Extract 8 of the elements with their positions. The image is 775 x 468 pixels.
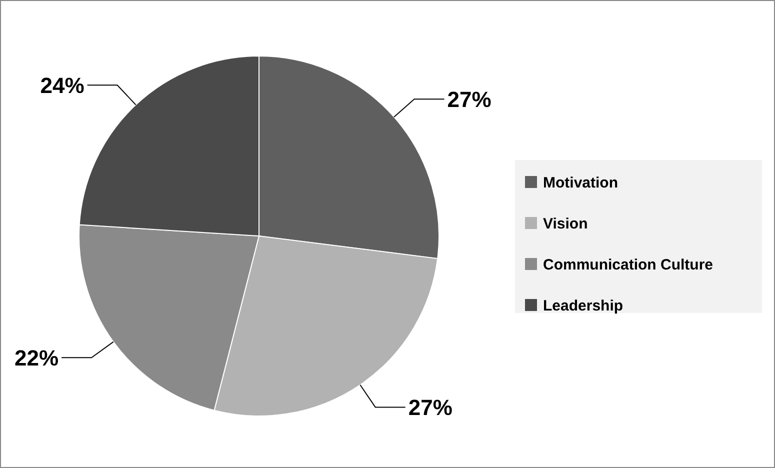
legend-label: Motivation (543, 174, 618, 192)
data-label: 27% (408, 394, 452, 420)
data-label: 24% (40, 72, 84, 98)
legend-label: Leadership (543, 297, 624, 314)
legend-label: Communication Culture (543, 256, 714, 274)
legend-label: Vision (543, 215, 588, 232)
data-label: 22% (14, 345, 59, 370)
data-label: 27% (447, 86, 492, 112)
